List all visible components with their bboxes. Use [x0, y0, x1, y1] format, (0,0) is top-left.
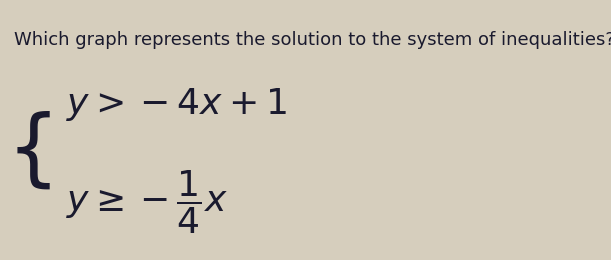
Text: Which graph represents the solution to the system of inequalities?: Which graph represents the solution to t…: [14, 31, 611, 49]
Text: $y \geq -\dfrac{1}{4}x$: $y \geq -\dfrac{1}{4}x$: [66, 169, 228, 236]
Text: $\{$: $\{$: [6, 110, 51, 192]
Text: $y > -4x + 1$: $y > -4x + 1$: [66, 86, 287, 122]
